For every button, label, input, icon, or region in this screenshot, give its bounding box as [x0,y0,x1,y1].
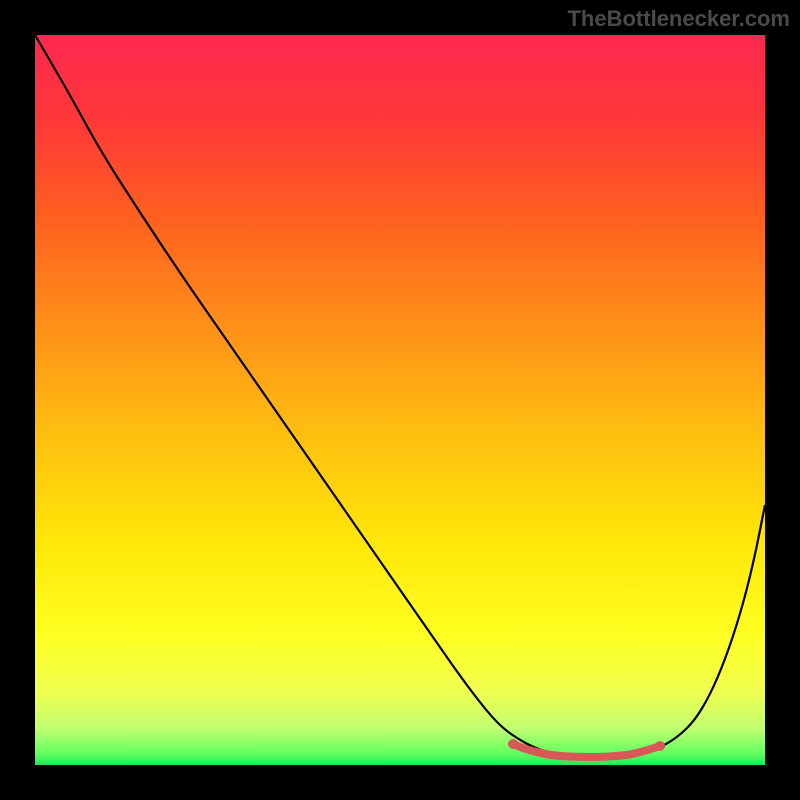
watermark-text: TheBottlenecker.com [567,6,790,32]
chart-container: TheBottlenecker.com [0,0,800,800]
plot-area [35,35,765,765]
chart-svg [35,35,765,765]
gradient-background [35,35,765,765]
